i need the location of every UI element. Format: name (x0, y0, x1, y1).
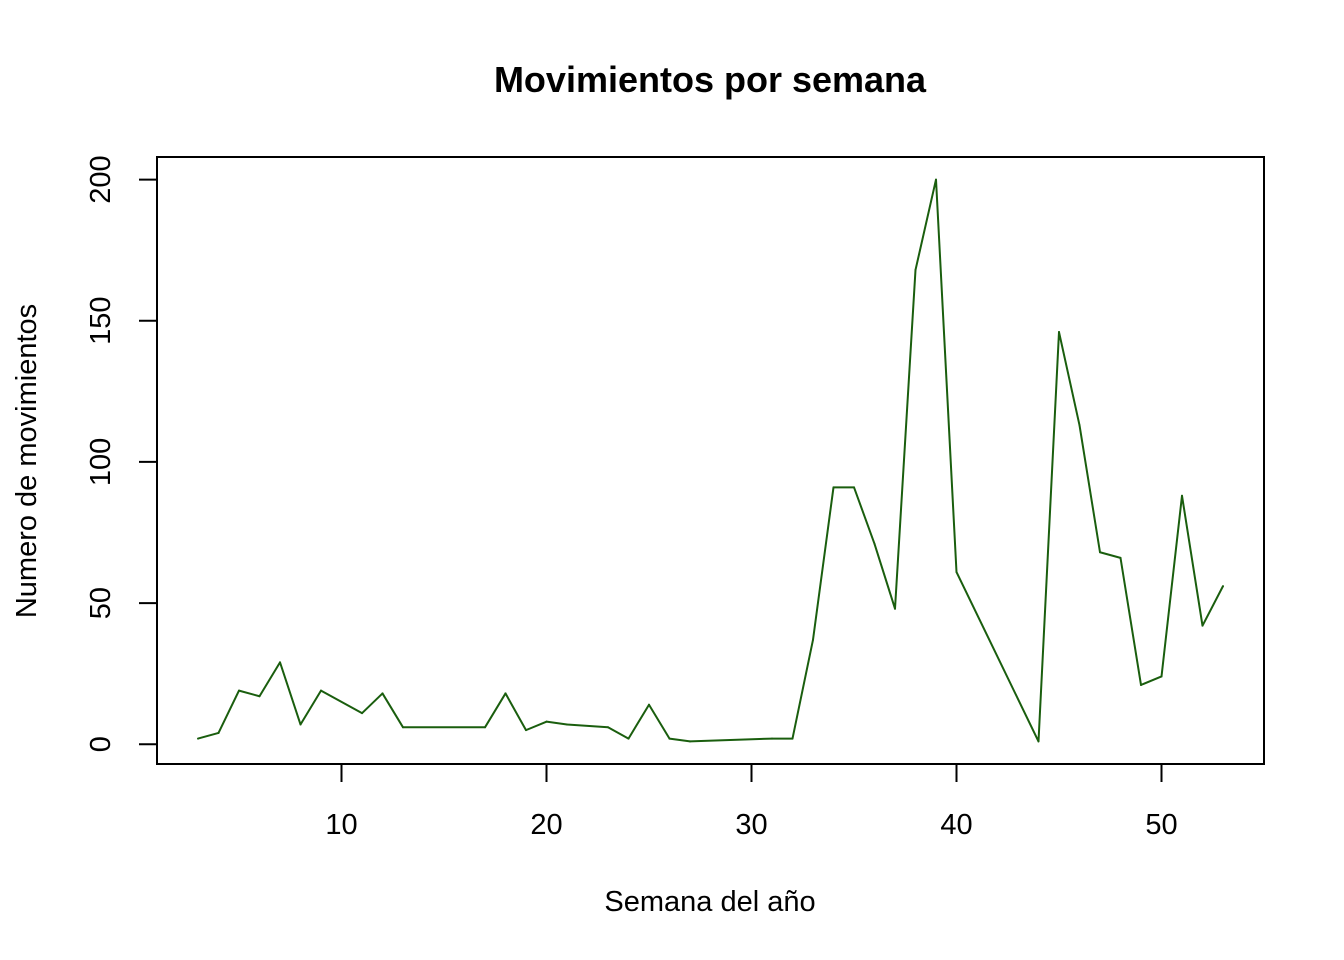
data-point (320, 689, 322, 692)
y-axis: 0 50 100 150 200 (85, 155, 157, 752)
data-point (1201, 624, 1204, 627)
data-point (525, 729, 527, 732)
data-point (258, 695, 261, 698)
data-point (607, 726, 609, 729)
data-point (853, 486, 855, 489)
data-point (402, 726, 404, 729)
x-axis-label: Semana del año (604, 886, 815, 918)
data-point (361, 712, 363, 715)
x-tick-label: 10 (325, 809, 357, 841)
data-point (545, 720, 548, 723)
x-tick-label: 20 (530, 809, 562, 841)
data-point (566, 723, 568, 726)
x-tick-label: 30 (735, 809, 767, 841)
data-point (1037, 740, 1040, 743)
y-axis-label: Numero de movimientos (11, 304, 43, 618)
data-point (935, 178, 937, 181)
y-tick-label: 100 (85, 438, 117, 486)
data-point (1078, 424, 1081, 427)
data-point (1119, 556, 1122, 559)
data-point (1140, 683, 1142, 686)
y-tick-label: 200 (85, 155, 117, 203)
data-point (832, 486, 835, 489)
data-point (955, 571, 958, 574)
data-point (873, 542, 876, 545)
data-point (894, 607, 896, 610)
data-point (1181, 494, 1183, 497)
data-point (648, 703, 650, 706)
data-point (627, 737, 630, 740)
x-tick-label: 50 (1145, 809, 1177, 841)
data-point (238, 689, 240, 692)
data-point (299, 723, 302, 726)
plot-frame (156, 156, 1265, 765)
data-points (197, 178, 1224, 743)
x-axis: 10 20 30 40 50 (325, 764, 1178, 841)
data-point (1160, 675, 1163, 678)
y-tick-label: 50 (85, 587, 117, 619)
y-tick-label: 150 (85, 297, 117, 345)
data-point (197, 737, 199, 740)
data-point (504, 692, 507, 695)
data-point (771, 737, 773, 740)
chart-title: Movimientos por semana (494, 59, 927, 100)
data-point (812, 638, 814, 641)
data-point (791, 737, 794, 740)
data-point (217, 731, 220, 734)
data-point (1222, 585, 1224, 588)
data-point (279, 661, 281, 664)
data-point (484, 726, 486, 729)
data-point (381, 692, 384, 695)
y-tick-label: 0 (85, 736, 117, 752)
x-tick-label: 40 (940, 809, 972, 841)
data-point (689, 740, 691, 743)
data-point (914, 268, 917, 271)
data-point (1058, 331, 1060, 334)
series-line (197, 178, 1224, 743)
data-point (668, 737, 671, 740)
data-point (1099, 551, 1101, 554)
